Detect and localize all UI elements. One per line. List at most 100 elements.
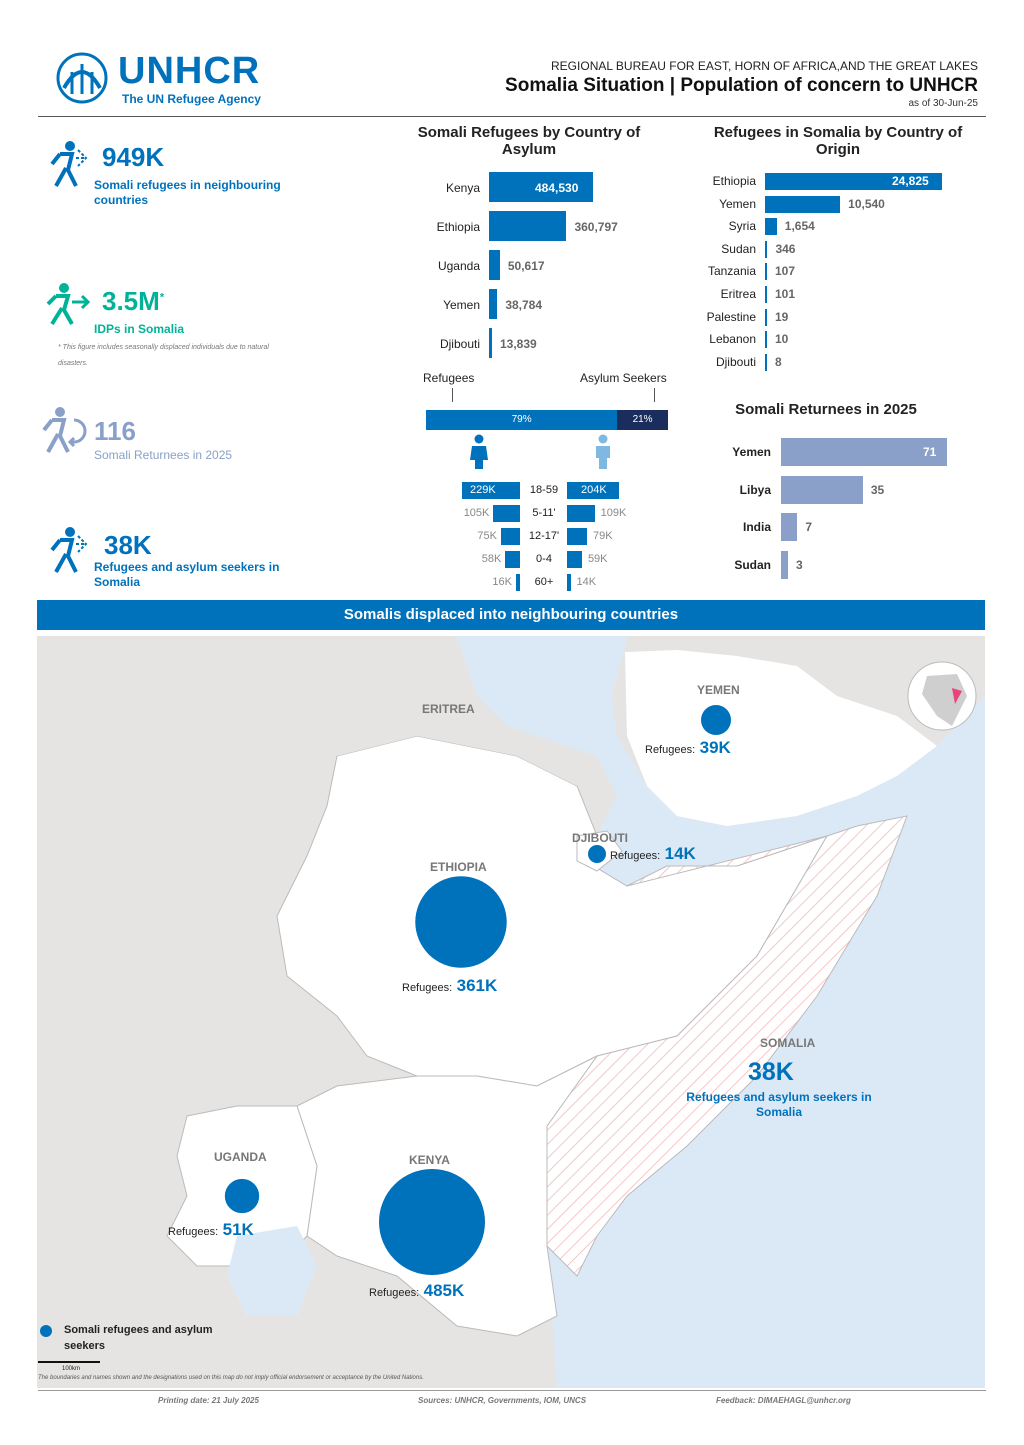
pyramid-female-value: 105K [463,507,490,519]
kpi-somalia-value: 38K [104,530,152,560]
split-refugees-tick [452,388,453,402]
kpi-somalia: 38K Refugees and asylum seekers in Somal… [40,526,340,596]
origin-bar-label: Syria [728,219,756,234]
split-asylum-label: Asylum Seekers [580,371,667,385]
report-date: as of 30-Jun-25 [908,98,979,109]
refugees-prefix: Refugees: [369,1287,420,1299]
pyramid-male-bar [567,574,571,591]
pyramid-age-label: 12-17' [528,530,560,542]
asylum-bar [489,250,500,280]
kpi-returnees-value: 116 [94,416,136,446]
kpi-idps-value: 3.5M* [102,286,165,316]
map-label-eritrea: ERITREA [422,702,475,716]
kpi-idps-footnote-mark: * [159,291,165,304]
returnee-bar [781,550,788,579]
map-bubble-djibouti [587,844,607,864]
origin-bar [765,286,767,303]
header-divider [38,116,986,117]
kpi-refugees: 949K Somali refugees in neighbouring cou… [40,140,340,220]
map-bubble-kenya [379,1169,485,1275]
origin-bar [765,218,777,236]
returnee-bar [781,438,947,466]
returnee-bar-value: 35 [870,482,885,497]
origin-bar-value: 107 [775,264,796,279]
female-icon [470,434,488,469]
map-value-ethiopia: Refugees: 361K [402,976,497,996]
refugees-prefix: Refugees: [610,850,661,862]
returnee-icon [42,407,87,453]
pyramid-age-label: 5-11' [532,507,556,519]
pyramid-male-value: 59K [587,553,608,565]
origin-bar-label: Sudan [721,241,756,256]
pyramid-female-value: 16K [492,576,512,588]
map-value-djibouti: Refugees: 14K [610,844,696,864]
split-asylum-tick [654,388,655,402]
male-icon [596,434,610,469]
map-scale-bar [38,1361,100,1363]
kpi-refugees-label: Somali refugees in neighbouring countrie… [94,178,281,207]
map-somalia-label: Refugees and asylum seekers in Somalia [686,1090,872,1119]
asylum-bar [489,172,593,202]
region-map [37,636,985,1388]
map-label-kenya: KENYA [409,1153,450,1167]
asylum-bar-value: 360,797 [574,220,618,234]
legend-label: Somali refugees and asylum seekers [64,1324,213,1352]
origin-bar-value: 24,825 [892,174,929,188]
map-value-yemen: Refugees: 39K [645,738,731,758]
pyramid-age-label: 18-59 [529,484,559,496]
map-disclaimer: The boundaries and names shown and the d… [38,1375,424,1381]
origin-chart-title: Refugees in Somalia by Country of Origin [713,124,963,158]
asylum-chart-title: Somali Refugees by Country of Asylum [417,124,641,158]
bureau-label: REGIONAL BUREAU FOR EAST, HORN OF AFRICA… [551,59,978,73]
returnee-bar-label: India [742,520,771,534]
map-eritrea [337,666,577,786]
footer-feedback: Feedback: DIMAEHAGL@unhcr.org [716,1396,851,1405]
origin-bar-value: 10 [775,332,789,347]
idp-running-icon [46,283,91,326]
returnee-bar [781,475,863,504]
origin-bar [765,195,841,213]
asylum-bar-value: 13,839 [500,337,537,351]
kpi-idps-note: * This figure includes seasonally displa… [58,344,269,367]
footer-printing-date: Printing date: 21 July 2025 [158,1396,259,1405]
returnee-bar-value: 71 [923,445,937,459]
pyramid-female-bar [462,482,520,499]
map-banner-title: Somalis displaced into neighbouring coun… [343,606,679,623]
refugees-prefix: Refugees: [402,982,453,994]
kenya-value: 485K [423,1281,465,1300]
map-bubble-yemen [700,704,732,736]
pyramid-age-label: 0-4 [536,553,552,565]
inset-globe [907,661,977,731]
refugee-running-icon [50,527,88,573]
asylum-bar-value: 38,784 [505,298,543,312]
pyramid-male-bar [567,505,595,522]
origin-bar-label: Palestine [706,309,756,324]
split-bar: 79% 21% [426,410,668,430]
legend-dot-icon [40,1325,52,1337]
returnee-bar-value: 3 [796,557,803,572]
map-value-kenya: Refugees: 485K [369,1281,464,1301]
kpi-refugees-value: 949K [102,142,165,172]
pyramid-female-value: 75K [477,530,497,542]
refugee-running-icon [50,141,88,187]
map-bubbles [224,704,732,1275]
pyramid-female-bar [515,574,520,591]
split-refugees-label: Refugees [423,371,475,385]
asylum-bar-label: Djibouti [439,337,480,351]
split-refugees-segment: 79% [426,410,618,430]
origin-bar-label: Yemen [719,196,756,211]
origin-bar-label: Djibouti [715,354,756,369]
asylum-bar [489,328,492,358]
map-somalia-value: 38K [748,1058,794,1086]
logo-subtitle: The UN Refugee Agency [122,92,261,106]
kpi-somalia-label: Refugees and asylum seekers in Somalia [94,560,280,589]
origin-bar-label: Ethiopia [712,174,756,188]
origin-bar [765,353,767,371]
origin-bar [765,240,768,258]
origin-bar [765,308,767,326]
logo-text: UNHCR [118,50,261,92]
map-label-djibouti: DJIBOUTI [572,831,629,845]
map-label-uganda: UGANDA [214,1150,267,1164]
origin-bar-label: Tanzania [707,264,756,279]
asylum-bar [489,289,498,319]
